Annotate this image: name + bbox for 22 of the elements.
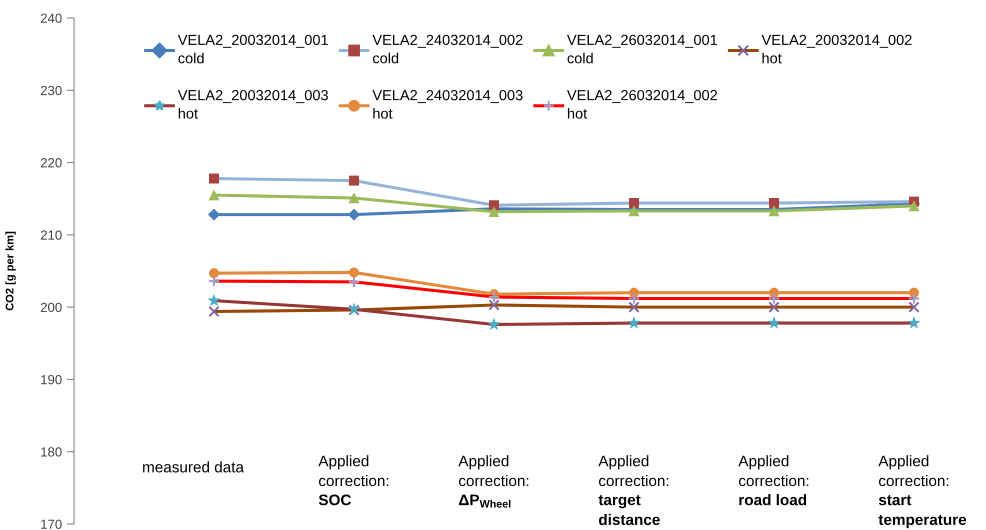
x-tick-label: Applied correction: target distance: [598, 455, 668, 526]
x-tick-label: Applied correction: road load: [738, 455, 808, 506]
y-tick-label: 240: [40, 14, 62, 23]
legend-label: VELA2_20032014_003 hot: [178, 90, 328, 119]
y-axis-title: CO2 [g per km]: [5, 232, 16, 310]
y-tick-label: 200: [40, 302, 62, 312]
x-tick-label: Applied correction: SOC: [318, 455, 388, 506]
y-tick-label: 180: [41, 447, 62, 457]
y-tick-label: 230: [40, 86, 62, 96]
x-tick-label: Applied correction: start temperature: [878, 455, 966, 528]
legend-label: VELA2_26032014_001 cold: [566, 34, 718, 64]
legend-label: VELA2_20032014_002 hot: [762, 34, 912, 64]
legend-label: VELA2_26032014_002 hot: [566, 90, 718, 119]
legend-label: VELA2_20032014_001 cold: [178, 34, 328, 64]
y-tick-label: 170: [41, 520, 62, 529]
y-tick-label: 190: [41, 374, 62, 384]
y-tick-label: 210: [40, 230, 62, 240]
legend-label: VELA2_24032014_002 cold: [372, 34, 522, 64]
x-tick-label: measured data: [143, 461, 244, 472]
x-tick-label: Applied correction: ΔP$_{Wheel}$: [458, 455, 528, 508]
y-tick-label: 220: [40, 158, 62, 168]
legend-label: VELA2_24032014_003 hot: [372, 90, 523, 119]
